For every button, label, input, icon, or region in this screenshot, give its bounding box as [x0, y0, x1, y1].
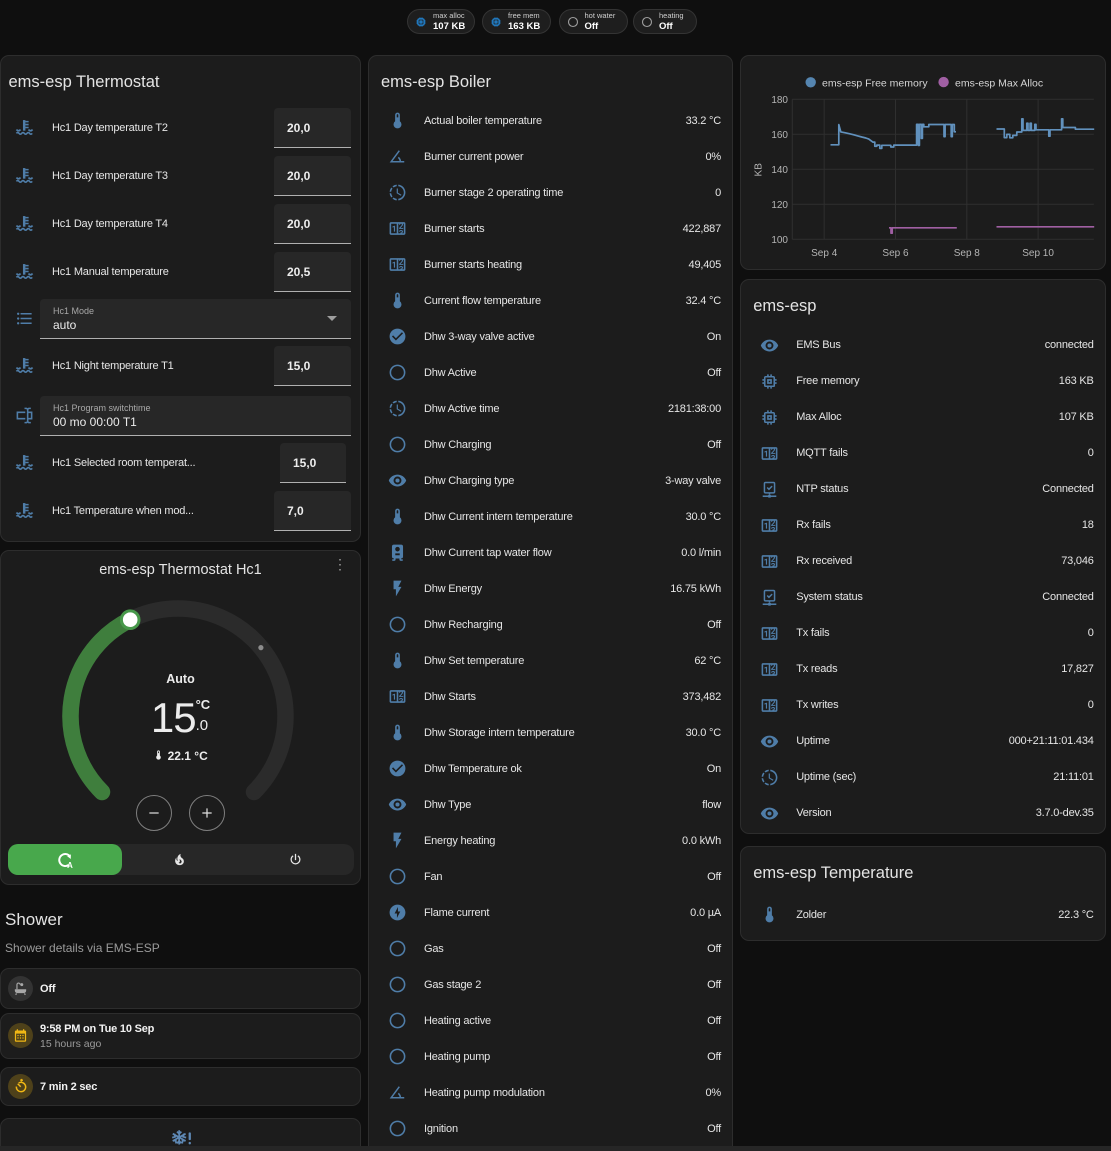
svg-text:160: 160 — [772, 129, 789, 140]
svg-text:140: 140 — [772, 164, 789, 175]
svg-text:100: 100 — [772, 234, 789, 245]
svg-text:A: A — [67, 860, 73, 868]
svg-text:Sep 8: Sep 8 — [954, 248, 981, 259]
svg-text:ems-esp Free memory: ems-esp Free memory — [822, 77, 928, 89]
svg-text:Sep 10: Sep 10 — [1022, 248, 1054, 259]
svg-text:KB: KB — [754, 162, 765, 176]
svg-text:Sep 6: Sep 6 — [883, 248, 910, 259]
svg-text:180: 180 — [772, 94, 789, 105]
svg-text:ems-esp Max Alloc: ems-esp Max Alloc — [955, 77, 1043, 89]
svg-text:Sep 4: Sep 4 — [811, 248, 838, 259]
svg-text:120: 120 — [772, 199, 789, 210]
